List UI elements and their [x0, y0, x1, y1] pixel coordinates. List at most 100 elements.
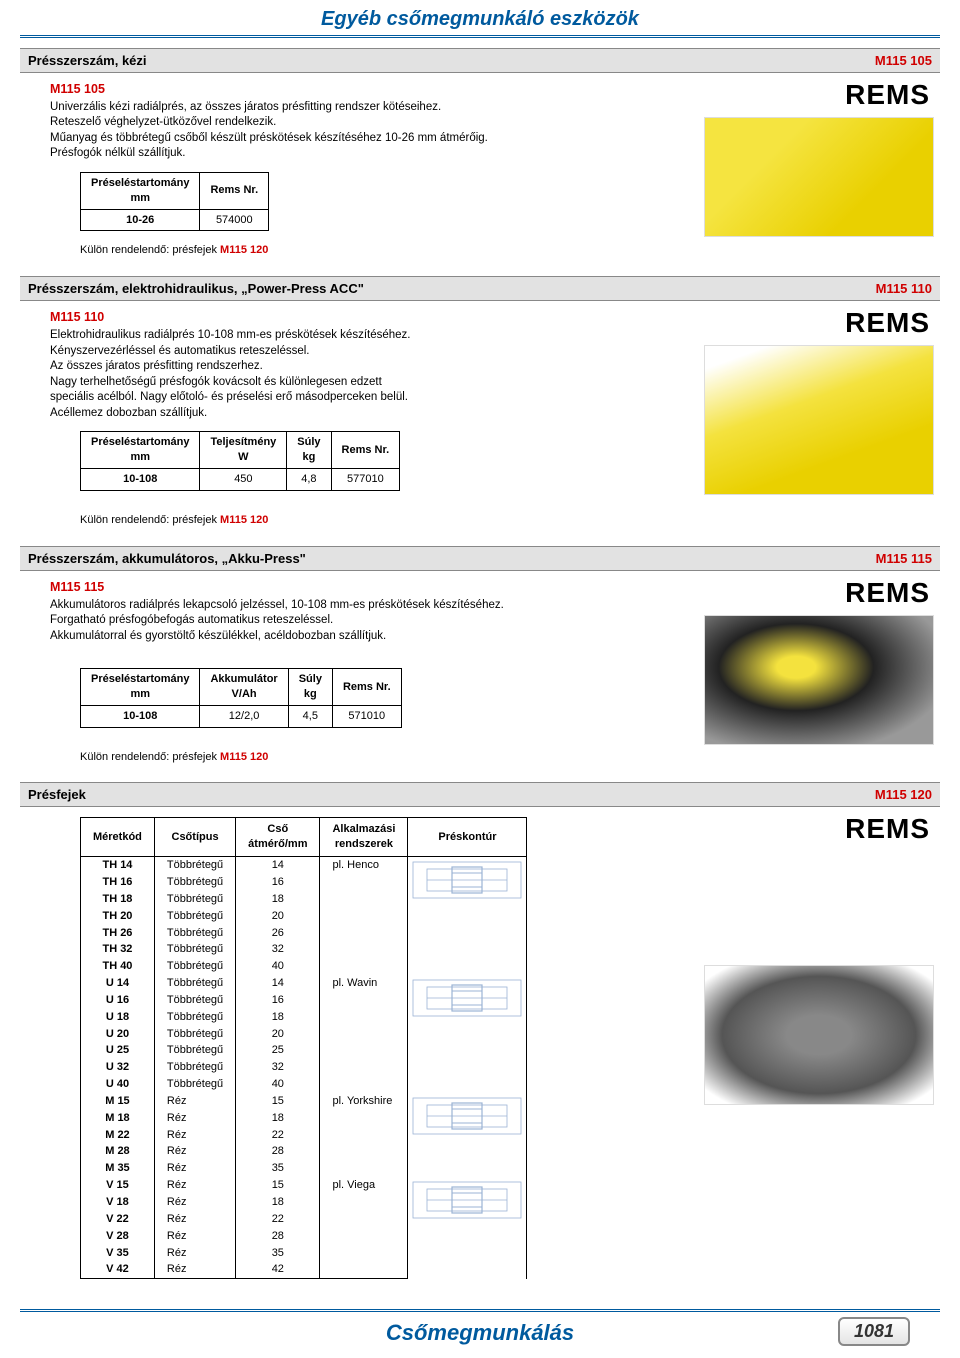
td-csotipus: Többrétegű — [154, 925, 235, 942]
presfejek-table: Méretkód Csőtípus Cső átmérő/mm Alkalmaz… — [80, 817, 527, 1279]
desc-line: Forgatható présfogóbefogás automatikus r… — [50, 613, 670, 629]
td-atmero: 14 — [236, 857, 320, 874]
td-atmero: 15 — [236, 1093, 320, 1110]
td-atmero: 40 — [236, 958, 320, 975]
td-kontour — [408, 1093, 527, 1177]
th: Súly kg — [288, 669, 332, 706]
td-csotipus: Többrétegű — [154, 908, 235, 925]
th: Rems Nr. — [331, 432, 400, 469]
section-kezi: Présszerszám, kézi M115 105 M115 105 Uni… — [20, 48, 940, 258]
note: Külön rendelendő: présfejek M115 120 — [50, 237, 670, 258]
td-meretkod: U 20 — [81, 1026, 155, 1043]
brand-logo: REMS — [845, 79, 930, 111]
brand-logo: REMS — [845, 813, 930, 845]
td: 4,8 — [287, 468, 331, 490]
td-csotipus: Réz — [154, 1160, 235, 1177]
brand-logo: REMS — [845, 307, 930, 339]
td-csotipus: Réz — [154, 1245, 235, 1262]
td-meretkod: TH 40 — [81, 958, 155, 975]
td-meretkod: TH 20 — [81, 908, 155, 925]
td-meretkod: M 35 — [81, 1160, 155, 1177]
note-ref: M115 120 — [220, 514, 268, 526]
td-csotipus: Többrétegű — [154, 1026, 235, 1043]
brand-text: REMS — [845, 307, 930, 338]
td-atmero: 35 — [236, 1245, 320, 1262]
td-atmero: 25 — [236, 1042, 320, 1059]
td-atmero: 20 — [236, 908, 320, 925]
desc-line: Az összes járatos présfitting rendszerhe… — [50, 359, 670, 375]
td-meretkod: V 15 — [81, 1177, 155, 1194]
td-meretkod: U 16 — [81, 992, 155, 1009]
td-csotipus: Többrétegű — [154, 992, 235, 1009]
td: 10-108 — [81, 468, 200, 490]
td-kontour — [408, 975, 527, 1093]
desc-line: Akkumulátorral és gyorstöltő készülékkel… — [50, 629, 670, 645]
td: 574000 — [200, 209, 269, 231]
desc-line: Univerzális kézi radiálprés, az összes j… — [50, 100, 670, 116]
td-meretkod: M 18 — [81, 1110, 155, 1127]
product-code: M115 110 — [50, 309, 670, 326]
td-alkalmaz — [320, 1143, 408, 1160]
th: Akkumulátor V/Ah — [200, 669, 288, 706]
section-header-text: Présszerszám, elektrohidraulikus, „Power… — [28, 281, 364, 296]
td-alkalmaz — [320, 874, 408, 891]
td: 10-108 — [81, 705, 200, 727]
th: Csőtípus — [154, 818, 235, 857]
section-header: Présszerszám, kézi M115 105 — [20, 48, 940, 73]
td-csotipus: Többrétegű — [154, 1042, 235, 1059]
td-alkalmaz — [320, 1110, 408, 1127]
td-atmero: 22 — [236, 1211, 320, 1228]
td-atmero: 16 — [236, 874, 320, 891]
td-alkalmaz — [320, 941, 408, 958]
td-atmero: 20 — [236, 1026, 320, 1043]
td-alkalmaz — [320, 1042, 408, 1059]
td-atmero: 40 — [236, 1076, 320, 1093]
th: Teljesítmény W — [200, 432, 287, 469]
section-header-text: Présfejek — [28, 787, 86, 802]
td-alkalmaz — [320, 1059, 408, 1076]
td: 571010 — [332, 705, 401, 727]
note-text: Külön rendelendő: présfejek — [80, 514, 220, 526]
td-meretkod: M 28 — [81, 1143, 155, 1160]
section-header: Présszerszám, elektrohidraulikus, „Power… — [20, 276, 940, 301]
title-rule — [20, 35, 940, 38]
product-image — [704, 615, 934, 745]
section-header-code: M115 105 — [875, 53, 932, 68]
brand-text: REMS — [845, 813, 930, 844]
th: Rems Nr. — [200, 172, 269, 209]
td-meretkod: TH 18 — [81, 891, 155, 908]
td-csotipus: Réz — [154, 1228, 235, 1245]
td-atmero: 22 — [236, 1127, 320, 1144]
td-meretkod: V 28 — [81, 1228, 155, 1245]
td-kontour — [408, 1177, 527, 1279]
td-meretkod: V 18 — [81, 1194, 155, 1211]
td-atmero: 42 — [236, 1261, 320, 1278]
td-meretkod: U 25 — [81, 1042, 155, 1059]
td-atmero: 18 — [236, 1194, 320, 1211]
page-number: 1081 — [838, 1317, 910, 1346]
td-atmero: 18 — [236, 1009, 320, 1026]
td-alkalmaz — [320, 925, 408, 942]
product-text: M115 105 Univerzális kézi radiálprés, az… — [20, 73, 680, 258]
td-meretkod: U 14 — [81, 975, 155, 992]
note-text: Külön rendelendő: présfejek — [80, 244, 220, 256]
footer: Csőmegmunkálás 1081 — [0, 1320, 960, 1346]
td: 577010 — [331, 468, 400, 490]
product-text: M115 110 Elektrohidraulikus radiálprés 1… — [20, 301, 680, 527]
td: 450 — [200, 468, 287, 490]
desc-line: Présfogók nélkül szállítjuk. — [50, 146, 670, 162]
td-alkalmaz — [320, 1160, 408, 1177]
th: Alkalmazási rendszerek — [320, 818, 408, 857]
td-alkalmaz — [320, 908, 408, 925]
td-csotipus: Réz — [154, 1093, 235, 1110]
td-alkalmaz: pl. Henco — [320, 857, 408, 874]
table-row: U 14Többrétegű14pl. Wavin — [81, 975, 527, 992]
th: Rems Nr. — [332, 669, 401, 706]
td-alkalmaz — [320, 891, 408, 908]
td-alkalmaz — [320, 1194, 408, 1211]
brand-text: REMS — [845, 79, 930, 110]
desc-line: Elektrohidraulikus radiálprés 10-108 mm-… — [50, 328, 670, 344]
product-code: M115 115 — [50, 579, 670, 596]
td-csotipus: Többrétegű — [154, 975, 235, 992]
desc-line: Akkumulátoros radiálprés lekapcsoló jelz… — [50, 598, 670, 614]
